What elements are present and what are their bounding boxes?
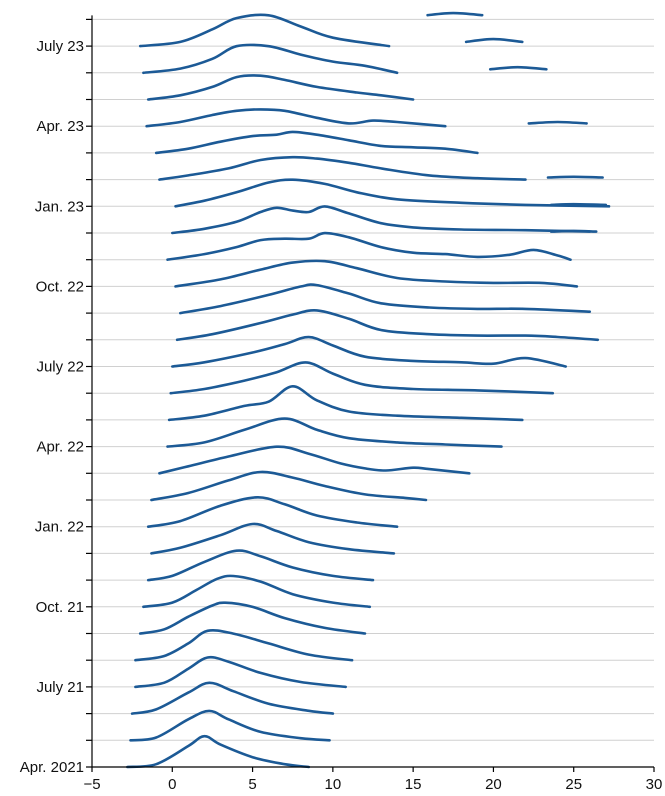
x-tick-label: 30 [646,776,663,793]
ridge-row-22 [158,155,527,181]
ridge-row-5 [138,601,367,635]
y-tick-label: Oct. 21 [36,599,84,616]
y-tick-label: Oct. 22 [36,278,84,295]
ridge-row-18 [174,259,579,288]
x-tick-label: 0 [168,776,176,793]
ridge-row-4 [134,628,354,662]
ridge-row-20 [171,205,592,235]
ridge-tail-row-21 [549,202,608,207]
ridge-row-10 [150,470,428,502]
ridge-row-14 [169,361,555,395]
ridge-tail-row-28 [426,11,484,17]
ridge-row-13 [167,384,524,422]
y-tick-label: July 22 [36,359,84,376]
axes: −5 0 5 10 15 20 25 30 Apr. 2021 July 21 Oct. 21 Jan… [20,15,663,793]
x-tick-label: 10 [325,776,342,793]
ridge-row-3 [134,655,347,689]
ridge-tail-row-20 [549,229,598,233]
y-tick-label: Apr. 2021 [20,759,84,776]
ridge-row-25 [146,74,415,101]
y-tick-label: Apr. 22 [36,439,84,456]
ridge-row-2 [130,681,335,715]
ridge-tail-row-27 [464,37,524,44]
y-tick-label: Jan. 22 [35,519,84,536]
y-tick-label: Jan. 23 [35,198,84,215]
ridge-row-1 [129,709,331,742]
ridge-row-15 [171,335,567,368]
y-tick-label: Apr. 23 [36,118,84,135]
x-tick-label: −5 [83,776,100,793]
ridge-tail-row-22 [546,175,604,179]
ridge-row-17 [179,283,592,315]
ridge-row-6 [142,574,372,609]
ridge-tail-row-24 [527,120,588,125]
ridges [126,11,611,769]
x-tick-label: 5 [248,776,256,793]
ridge-row-27 [138,13,391,48]
ridge-row-12 [166,417,503,448]
ridge-row-23 [154,130,479,155]
ridge-row-9 [146,495,399,528]
ridge-row-24 [145,108,447,128]
ridge-tail-row-26 [488,65,548,71]
ridge-row-26 [142,43,399,75]
ridge-row-8 [150,522,396,555]
y-tick-label: July 21 [36,679,84,696]
baselines [92,18,654,768]
ridge-row-19 [166,231,572,261]
x-tick-label: 15 [405,776,422,793]
ridge-row-16 [175,308,600,342]
ridge-row-7 [146,549,375,582]
y-tick-label: July 23 [36,38,84,55]
ridge-row-0 [126,734,311,769]
ridge-row-11 [158,445,471,475]
x-tick-label: 25 [565,776,582,793]
x-tick-label: 20 [485,776,502,793]
ridge-row-21 [174,178,611,208]
